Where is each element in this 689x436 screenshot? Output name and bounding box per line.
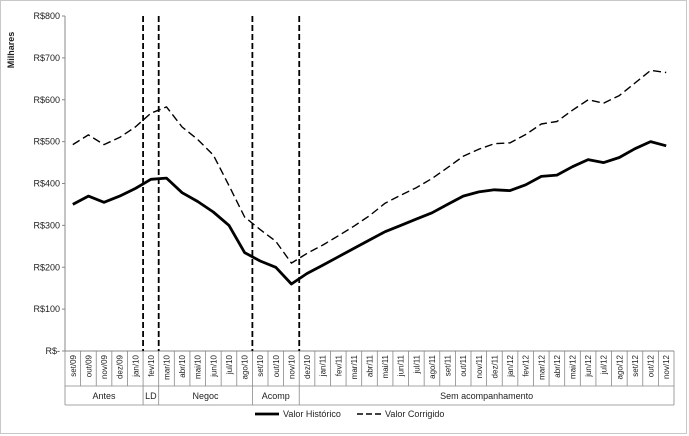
series-valor-historico-line [72,140,667,286]
legend-label: Valor Histórico [283,409,341,419]
x-tick-label: set/12 [631,354,640,376]
x-tick-label: out/11 [459,354,468,376]
x-tick-label: mar/10 [163,354,172,379]
phase-label: Negoc [192,391,219,401]
x-tick-label: jul/12 [600,354,609,375]
x-tick-label: set/09 [69,354,78,376]
x-tick-label: mai/12 [569,354,578,379]
y-tick-label: R$600 [33,95,60,105]
x-tick-label: jan/11 [319,354,328,377]
x-tick-label: jun/10 [209,354,218,377]
y-tick-label: R$500 [33,137,60,147]
x-tick-label: nov/11 [475,354,484,378]
x-tick-label: fev/11 [334,354,343,376]
x-tick-label: abr/10 [178,354,187,377]
x-tick-label: ago/10 [241,354,250,379]
x-tick-label: jun/11 [397,354,406,377]
phase-label: Antes [92,391,116,401]
phase-label: Sem acompanhamento [440,391,533,401]
y-tick-label: R$800 [33,11,60,21]
x-tick-label: mai/10 [194,354,203,379]
y-tick-label: R$400 [33,179,60,189]
x-tick-label: jan/10 [131,354,140,377]
legend-label: Valor Corrigido [385,409,444,419]
y-tick-label: R$700 [33,53,60,63]
x-tick-label: set/10 [256,354,265,376]
x-tick-label: fev/10 [147,354,156,376]
x-tick-label: dez/09 [116,354,125,379]
x-tick-label: fev/12 [522,354,531,376]
x-tick-label: mai/11 [381,354,390,378]
x-tick-label: mar/12 [537,354,546,379]
y-axis-label: Milhares [6,32,16,69]
series-valor-corrigido-line [72,69,667,264]
x-tick-label: set/11 [444,354,453,376]
x-tick-label: abr/12 [553,354,562,377]
phase-label: LD [145,391,157,401]
x-tick-label: ago/11 [428,354,437,378]
y-tick-label: R$100 [33,304,60,314]
x-tick-label: nov/10 [287,354,296,379]
x-tick-label: jul/10 [225,354,234,375]
y-tick-label: R$200 [33,262,60,272]
x-tick-label: dez/10 [303,354,312,379]
x-tick-label: out/12 [647,354,656,377]
phase-label: Acomp [262,391,290,401]
x-tick-label: nov/09 [100,354,109,379]
x-tick-label: jun/12 [584,354,593,377]
x-tick-label: out/10 [272,354,281,377]
x-tick-label: jan/12 [506,354,515,377]
x-tick-label: nov/12 [662,354,671,379]
y-tick-label: R$300 [33,220,60,230]
x-tick-label: abr/11 [366,354,375,377]
y-tick-label: R$- [45,346,60,356]
x-tick-label: out/09 [84,354,93,377]
x-tick-label: ago/12 [615,354,624,379]
x-tick-label: jul/11 [412,354,421,374]
x-tick-label: mar/11 [350,354,359,379]
x-tick-label: dez/11 [490,354,499,378]
